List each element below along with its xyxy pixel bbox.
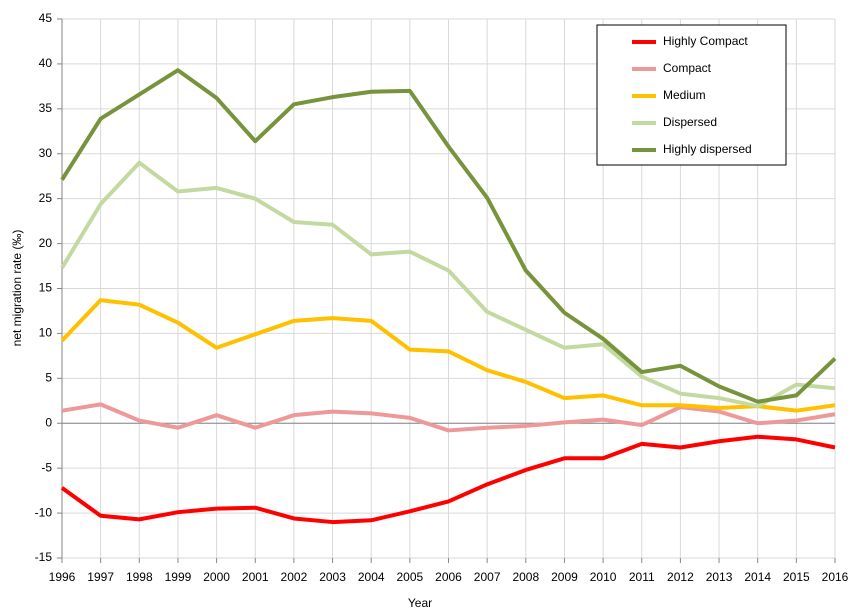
legend-label: Dispersed bbox=[663, 115, 717, 129]
series-line bbox=[61, 402, 836, 433]
x-tick-label: 1996 bbox=[49, 570, 76, 584]
y-tick-label: 25 bbox=[39, 191, 53, 205]
x-tick-label: 2011 bbox=[629, 570, 655, 584]
y-tick-label: 30 bbox=[39, 146, 53, 160]
y-axis-label: net migration rate (‰) bbox=[10, 230, 24, 347]
x-tick-label: 2014 bbox=[744, 570, 771, 584]
x-tick-label: 1999 bbox=[165, 570, 192, 584]
x-tick-label: 1998 bbox=[126, 570, 153, 584]
x-tick-label: 2013 bbox=[706, 570, 733, 584]
series-line bbox=[60, 68, 837, 404]
x-tick-label: 2000 bbox=[203, 570, 230, 584]
x-tick-label: 2007 bbox=[474, 570, 501, 584]
x-tick-label: 2004 bbox=[358, 570, 385, 584]
x-tick-label: 2016 bbox=[822, 570, 849, 584]
y-tick-label: 45 bbox=[39, 11, 53, 25]
x-tick-label: 2005 bbox=[396, 570, 423, 584]
x-tick-label: 2010 bbox=[590, 570, 617, 584]
x-tick-label: 1997 bbox=[87, 570, 114, 584]
series-line bbox=[60, 434, 836, 525]
x-tick-label: 2002 bbox=[281, 570, 308, 584]
y-tick-label: 0 bbox=[45, 415, 52, 429]
y-tick-label: 40 bbox=[39, 56, 53, 70]
legend-label: Compact bbox=[663, 61, 712, 75]
x-tick-label: 2008 bbox=[512, 570, 539, 584]
x-axis-label: Year bbox=[408, 596, 432, 610]
y-tick-label: 35 bbox=[39, 101, 53, 115]
y-tick-label: -10 bbox=[35, 505, 53, 519]
x-tick-label: 2015 bbox=[783, 570, 810, 584]
x-tick-label: 2001 bbox=[242, 570, 269, 584]
legend-label: Highly dispersed bbox=[663, 142, 752, 156]
x-tick-label: 2003 bbox=[319, 570, 346, 584]
legend-box bbox=[596, 24, 787, 166]
x-tick-label: 2012 bbox=[667, 570, 694, 584]
y-tick-label: 20 bbox=[39, 236, 53, 250]
y-tick-label: -15 bbox=[35, 550, 53, 564]
legend-label: Highly Compact bbox=[663, 34, 748, 48]
x-tick-label: 2009 bbox=[551, 570, 578, 584]
x-tick-label: 2006 bbox=[435, 570, 462, 584]
y-tick-label: -5 bbox=[41, 460, 52, 474]
y-tick-label: 15 bbox=[39, 281, 53, 295]
series-line bbox=[60, 160, 836, 409]
series-line bbox=[60, 298, 836, 413]
legend-label: Medium bbox=[663, 88, 706, 102]
y-tick-label: 5 bbox=[45, 371, 52, 385]
y-tick-label: 10 bbox=[39, 326, 53, 340]
